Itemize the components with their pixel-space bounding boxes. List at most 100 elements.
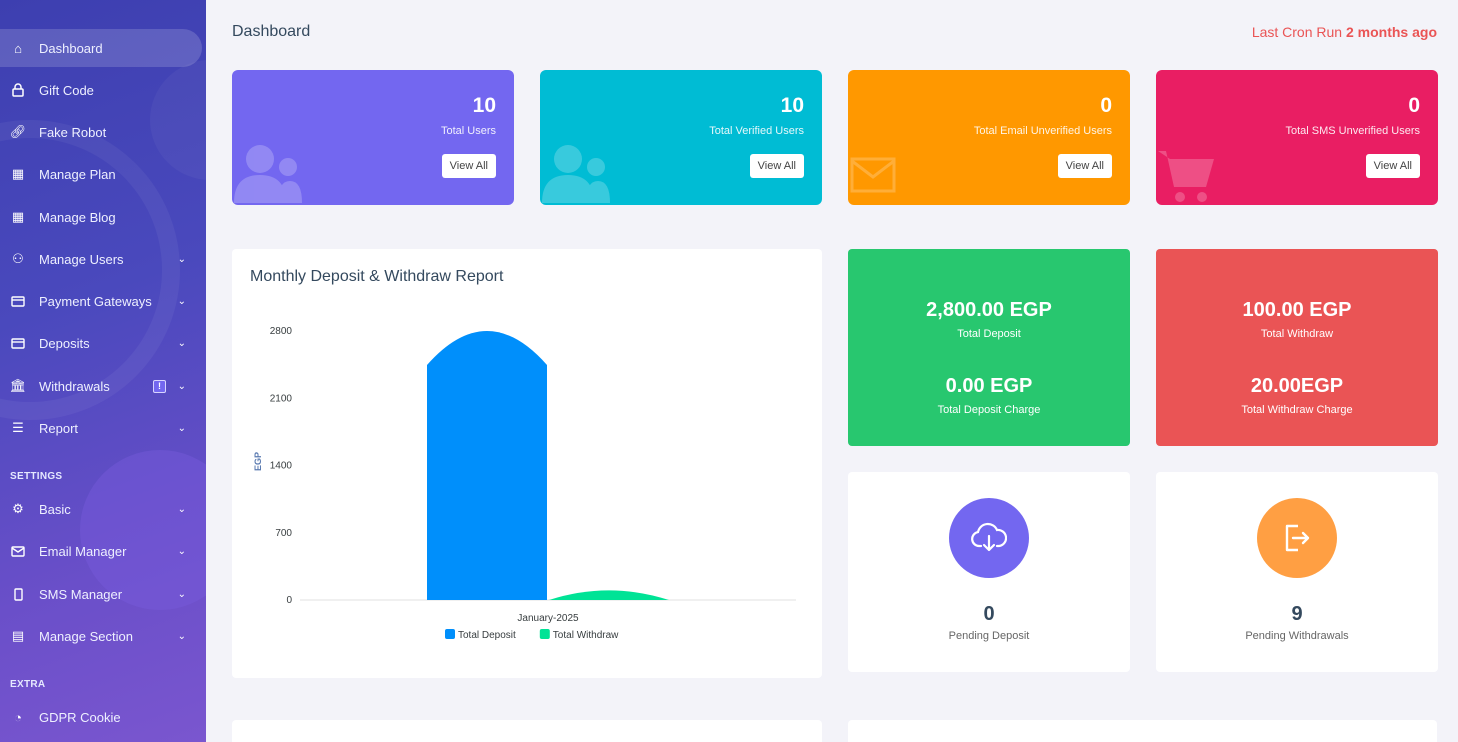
withdraw-charge-value: 20.00EGP <box>1250 375 1344 397</box>
sidebar-item-manage-users[interactable]: ⚇ Manage Users ⌄ <box>0 240 206 278</box>
sidebar-item-label: Payment Gateways <box>39 293 152 309</box>
stat-label: Total Users <box>440 125 496 137</box>
phone-icon <box>10 586 26 602</box>
chevron-down-icon: ⌄ <box>177 422 186 434</box>
sidebar-item-label: SMS Manager <box>39 586 123 602</box>
sidebar-decoration <box>80 450 206 610</box>
sidebar-item-label: Manage Blog <box>39 209 116 225</box>
home-icon: ⌂ <box>14 40 22 56</box>
y-tick-label: 2800 <box>270 326 293 337</box>
legend-swatch <box>445 629 455 639</box>
users-icon <box>542 145 610 203</box>
stat-label: Total Email Unverified Users <box>973 125 1112 137</box>
y-tick-label: 2100 <box>270 393 293 404</box>
legend-label: Total Deposit <box>458 630 516 641</box>
bank-icon: 🏛︎ <box>9 378 27 393</box>
stat-value: 0 <box>1408 94 1420 117</box>
envelope-icon <box>850 157 896 193</box>
stat-label: Total SMS Unverified Users <box>1285 125 1421 137</box>
users-icon <box>234 145 302 203</box>
card-icon <box>10 293 26 309</box>
sidebar-item-label: Manage Section <box>39 628 133 644</box>
lock-icon <box>10 82 26 98</box>
sidebar-item-label: GDPR Cookie <box>39 709 121 725</box>
sidebar-item-dashboard[interactable]: ⌂ Dashboard <box>0 29 202 67</box>
chevron-down-icon: ⌄ <box>177 295 186 307</box>
total-withdraw-value: 100.00 EGP <box>1242 299 1352 321</box>
x-tick-label: January-2025 <box>517 613 579 624</box>
sidebar-item-label: Gift Code <box>39 82 94 98</box>
bottom-card-left <box>232 720 822 742</box>
sidebar-item-basic[interactable]: ⚙ Basic ⌄ <box>0 490 206 528</box>
sidebar-item-label: Deposits <box>39 335 90 351</box>
cookie-icon: ◔ <box>14 709 22 725</box>
sidebar-item-label: Withdrawals <box>39 378 110 394</box>
cloud-download-icon <box>949 498 1029 578</box>
cron-label: Last Cron Run <box>1251 24 1343 40</box>
pending-withdrawals-card[interactable]: 9 Pending Withdrawals <box>1156 472 1438 672</box>
stat-value: 0 <box>1100 94 1112 117</box>
pending-deposit-label: Pending Deposit <box>948 630 1030 642</box>
pending-deposit-count: 0 <box>983 603 995 625</box>
sidebar-item-fake-robot[interactable]: 🔗︎ Fake Robot <box>0 113 206 151</box>
pending-withdrawals-label: Pending Withdrawals <box>1245 630 1349 642</box>
view-all-button[interactable]: View All <box>441 154 496 178</box>
sidebar-item-manage-blog[interactable]: ▦ Manage Blog <box>0 198 206 236</box>
chart-title: Monthly Deposit & Withdraw Report <box>250 268 504 285</box>
sidebar: ⌂ Dashboard Gift Code 🔗︎ Fake Robot ▦ Ma… <box>0 0 206 742</box>
sidebar-item-label: Dashboard <box>39 40 103 56</box>
bar-total-withdraw <box>549 590 669 600</box>
card-icon <box>10 335 26 351</box>
sidebar-item-report[interactable]: ☰ Report ⌄ <box>0 409 206 447</box>
deposit-charge-label: Total Deposit Charge <box>937 404 1041 416</box>
chevron-down-icon: ⌄ <box>177 545 186 557</box>
chevron-down-icon: ⌄ <box>177 588 186 600</box>
stat-label: Total Verified Users <box>709 125 804 137</box>
sidebar-item-deposits[interactable]: Deposits ⌄ <box>0 324 206 362</box>
sidebar-item-manage-plan[interactable]: ▦ Manage Plan <box>0 155 206 193</box>
sidebar-item-payment-gateways[interactable]: Payment Gateways ⌄ <box>0 282 206 320</box>
view-all-button[interactable]: View All <box>1365 154 1420 178</box>
stat-card-verified-users: 10 Total Verified Users View All <box>540 70 822 205</box>
sidebar-item-email-manager[interactable]: Email Manager ⌄ <box>0 532 206 570</box>
alert-badge: ! <box>153 379 166 393</box>
total-deposit-label: Total Deposit <box>957 328 1021 340</box>
legend-label: Total Withdraw <box>553 630 619 641</box>
sidebar-item-withdrawals[interactable]: 🏛︎ Withdrawals ! ⌄ <box>0 367 206 405</box>
building-icon: ▦ <box>11 166 25 181</box>
last-cron-run: Last Cron Run 2 months ago <box>1252 24 1437 40</box>
sign-out-icon <box>1257 498 1337 578</box>
withdraw-charge-label: Total Withdraw Charge <box>1241 404 1353 416</box>
sidebar-item-gdpr-cookie[interactable]: ◔ GDPR Cookie <box>0 698 206 736</box>
sidebar-item-label: Basic <box>39 501 71 517</box>
chevron-down-icon: ⌄ <box>177 380 186 392</box>
total-deposit-card: 2,800.00 EGP Total Deposit 0.00 EGP Tota… <box>848 249 1130 446</box>
pending-deposit-card[interactable]: 0 Pending Deposit <box>848 472 1130 672</box>
sidebar-item-gift-code[interactable]: Gift Code <box>0 71 206 109</box>
stat-value: 10 <box>780 94 804 117</box>
sidebar-item-manage-section[interactable]: ▤ Manage Section ⌄ <box>0 617 206 655</box>
sidebar-item-label: Email Manager <box>39 543 127 559</box>
sidebar-item-label: Manage Plan <box>39 166 116 182</box>
chevron-down-icon: ⌄ <box>177 337 186 349</box>
chevron-down-icon: ⌄ <box>177 503 186 515</box>
y-axis-label: EGP <box>253 452 263 471</box>
sidebar-item-sms-manager[interactable]: SMS Manager ⌄ <box>0 575 206 613</box>
envelope-icon <box>10 543 26 559</box>
y-tick-label: 1400 <box>270 461 293 472</box>
y-tick-label: 700 <box>275 528 292 539</box>
total-withdraw-card: 100.00 EGP Total Withdraw 20.00EGP Total… <box>1156 249 1438 446</box>
list-icon: ☰ <box>12 420 24 435</box>
sidebar-item-label: Report <box>39 420 79 436</box>
total-deposit-value: 2,800.00 EGP <box>926 299 1052 321</box>
section-heading-extra: EXTRA <box>10 679 46 690</box>
section-heading-settings: SETTINGS <box>10 471 63 482</box>
bar-total-deposit <box>427 331 547 600</box>
stat-card-sms-unverified: 0 Total SMS Unverified Users View All <box>1156 70 1438 205</box>
view-all-button[interactable]: View All <box>1057 154 1112 178</box>
cart-icon <box>1158 151 1214 202</box>
view-all-button[interactable]: View All <box>749 154 804 178</box>
stat-card-email-unverified: 0 Total Email Unverified Users View All <box>848 70 1130 205</box>
bottom-card-right <box>848 720 1437 742</box>
